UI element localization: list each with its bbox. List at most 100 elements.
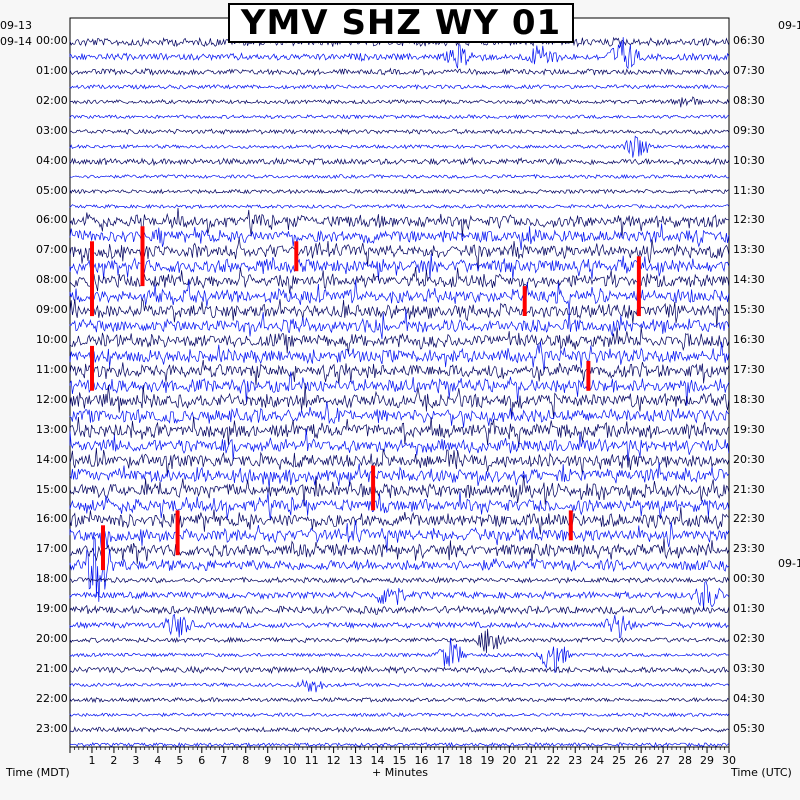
x-tick-label-26: 26 <box>634 754 648 767</box>
left-hour-label: 13:00 <box>36 422 68 436</box>
x-tick-label-23: 23 <box>568 754 582 767</box>
x-tick-label-1: 1 <box>88 754 95 767</box>
trace-row-4 <box>69 96 730 108</box>
trace-row-20 <box>69 326 730 354</box>
trace-row-37 <box>69 580 730 611</box>
left-hour-label: 00:00 <box>36 34 68 47</box>
x-tick-label-13: 13 <box>349 754 363 767</box>
left-hour-label: 01:00 <box>36 63 68 77</box>
clipped-signal-9 <box>101 525 105 571</box>
trace-row-9 <box>69 173 729 180</box>
clipped-signal-5 <box>522 286 527 316</box>
x-tick-label-4: 4 <box>154 754 161 767</box>
left-hour-label: 21:00 <box>36 661 68 675</box>
x-tick-label-10: 10 <box>283 754 297 767</box>
right-hour-label: 02:30 <box>733 632 765 645</box>
left-hour-label: 20:00 <box>36 632 68 645</box>
trace-row-19 <box>69 309 730 340</box>
left-hour-label: 10:00 <box>36 333 68 346</box>
clipped-signal-4 <box>90 345 94 391</box>
left-hour-label: 18:00 <box>36 572 68 586</box>
date-left-top: 09-13 <box>0 19 32 32</box>
trace-row-35 <box>69 535 730 602</box>
right-hour-label: 09:30 <box>733 123 765 137</box>
left-hour-label: 05:00 <box>36 183 68 197</box>
right-hour-label: 15:30 <box>733 303 765 317</box>
right-hour-label: 23:30 <box>733 542 765 556</box>
trace-row-25 <box>69 401 730 428</box>
trace-row-44 <box>69 696 730 704</box>
left-hour-label: 04:00 <box>36 153 68 167</box>
x-tick-label-3: 3 <box>132 754 139 767</box>
x-tick-label-15: 15 <box>393 754 407 767</box>
trace-row-29 <box>69 461 730 489</box>
x-tick-label-18: 18 <box>458 754 472 767</box>
minute-axis: 1 2 3 4 5 6 7 8 9 10 11 12 13 14 15 16 17 18 19 20 21 22 23 24 2… <box>69 747 736 767</box>
trace-row-10 <box>69 188 729 195</box>
x-tick-label-7: 7 <box>220 754 227 767</box>
trace-row-46 <box>69 726 730 733</box>
plot-background <box>69 17 730 748</box>
right-hour-label: 13:30 <box>733 243 765 257</box>
left-hour-label: 12:00 <box>36 392 68 406</box>
trace-row-16 <box>69 267 730 294</box>
x-tick-label-14: 14 <box>371 754 385 767</box>
trace-row-40 <box>69 628 730 654</box>
x-tick-label-28: 28 <box>678 754 692 767</box>
right-hour-label: 17:30 <box>733 362 765 376</box>
left-hour-label: 16:00 <box>36 512 68 526</box>
right-hour-label: 16:30 <box>733 333 765 346</box>
left-hour-label: 14:00 <box>36 452 68 466</box>
right-hour-label: 05:30 <box>733 721 765 735</box>
x-label-center: + Minutes <box>372 766 429 779</box>
date-right-top: 09-1 <box>778 19 800 32</box>
clipped-signal-7 <box>371 465 376 511</box>
x-label-left: Time (MDT) <box>6 766 70 779</box>
clipped-signal-2 <box>294 241 299 272</box>
trace-row-27 <box>69 428 730 462</box>
trace-row-41 <box>69 637 729 673</box>
trace-row-42 <box>69 665 729 675</box>
clipped-signal-3 <box>636 256 641 317</box>
right-hour-label: 20:30 <box>733 452 765 466</box>
trace-row-18 <box>69 297 730 328</box>
left-hour-label: 23:00 <box>36 721 68 735</box>
trace-row-11 <box>69 203 730 210</box>
trace-row-7 <box>69 135 730 158</box>
trace-row-6 <box>69 128 730 135</box>
station-title: YMV SHZ WY 01 <box>240 3 562 43</box>
trace-row-14 <box>69 237 730 271</box>
trace-row-36 <box>69 576 730 584</box>
x-tick-label-9: 9 <box>264 754 271 767</box>
trace-row-26 <box>69 416 730 448</box>
left-hour-label: 06:00 <box>36 213 68 227</box>
trace-row-13 <box>69 223 730 250</box>
trace-row-21 <box>69 341 730 373</box>
right-hour-label: 21:30 <box>733 482 765 496</box>
trace-row-30 <box>69 474 730 507</box>
right-hour-label: 01:30 <box>733 602 765 616</box>
right-hour-label: 04:30 <box>733 691 765 705</box>
date-right-mid: 09-1 <box>778 557 800 570</box>
trace-row-22 <box>69 360 730 386</box>
x-tick-label-5: 5 <box>176 754 183 767</box>
date-left-second: 09-14 <box>0 35 32 48</box>
left-hour-label: 03:00 <box>36 123 68 137</box>
right-hour-label: 06:30 <box>733 34 765 47</box>
x-tick-label-21: 21 <box>524 754 538 767</box>
trace-row-31 <box>69 491 730 520</box>
trace-row-23 <box>69 371 730 406</box>
left-hour-label: 22:00 <box>36 691 68 705</box>
left-hour-label: 07:00 <box>36 243 68 257</box>
clipped-signal-8 <box>175 510 180 556</box>
right-hour-label: 10:30 <box>733 153 765 167</box>
clipped-signal-1 <box>140 226 145 287</box>
x-tick-label-11: 11 <box>305 754 319 767</box>
x-label-right: Time (UTC) <box>731 766 792 779</box>
clipped-signal-10 <box>568 510 573 541</box>
x-tick-label-30: 30 <box>722 754 736 767</box>
trace-row-39 <box>69 613 729 639</box>
trace-row-47 <box>69 741 730 748</box>
trace-row-17 <box>69 279 730 311</box>
